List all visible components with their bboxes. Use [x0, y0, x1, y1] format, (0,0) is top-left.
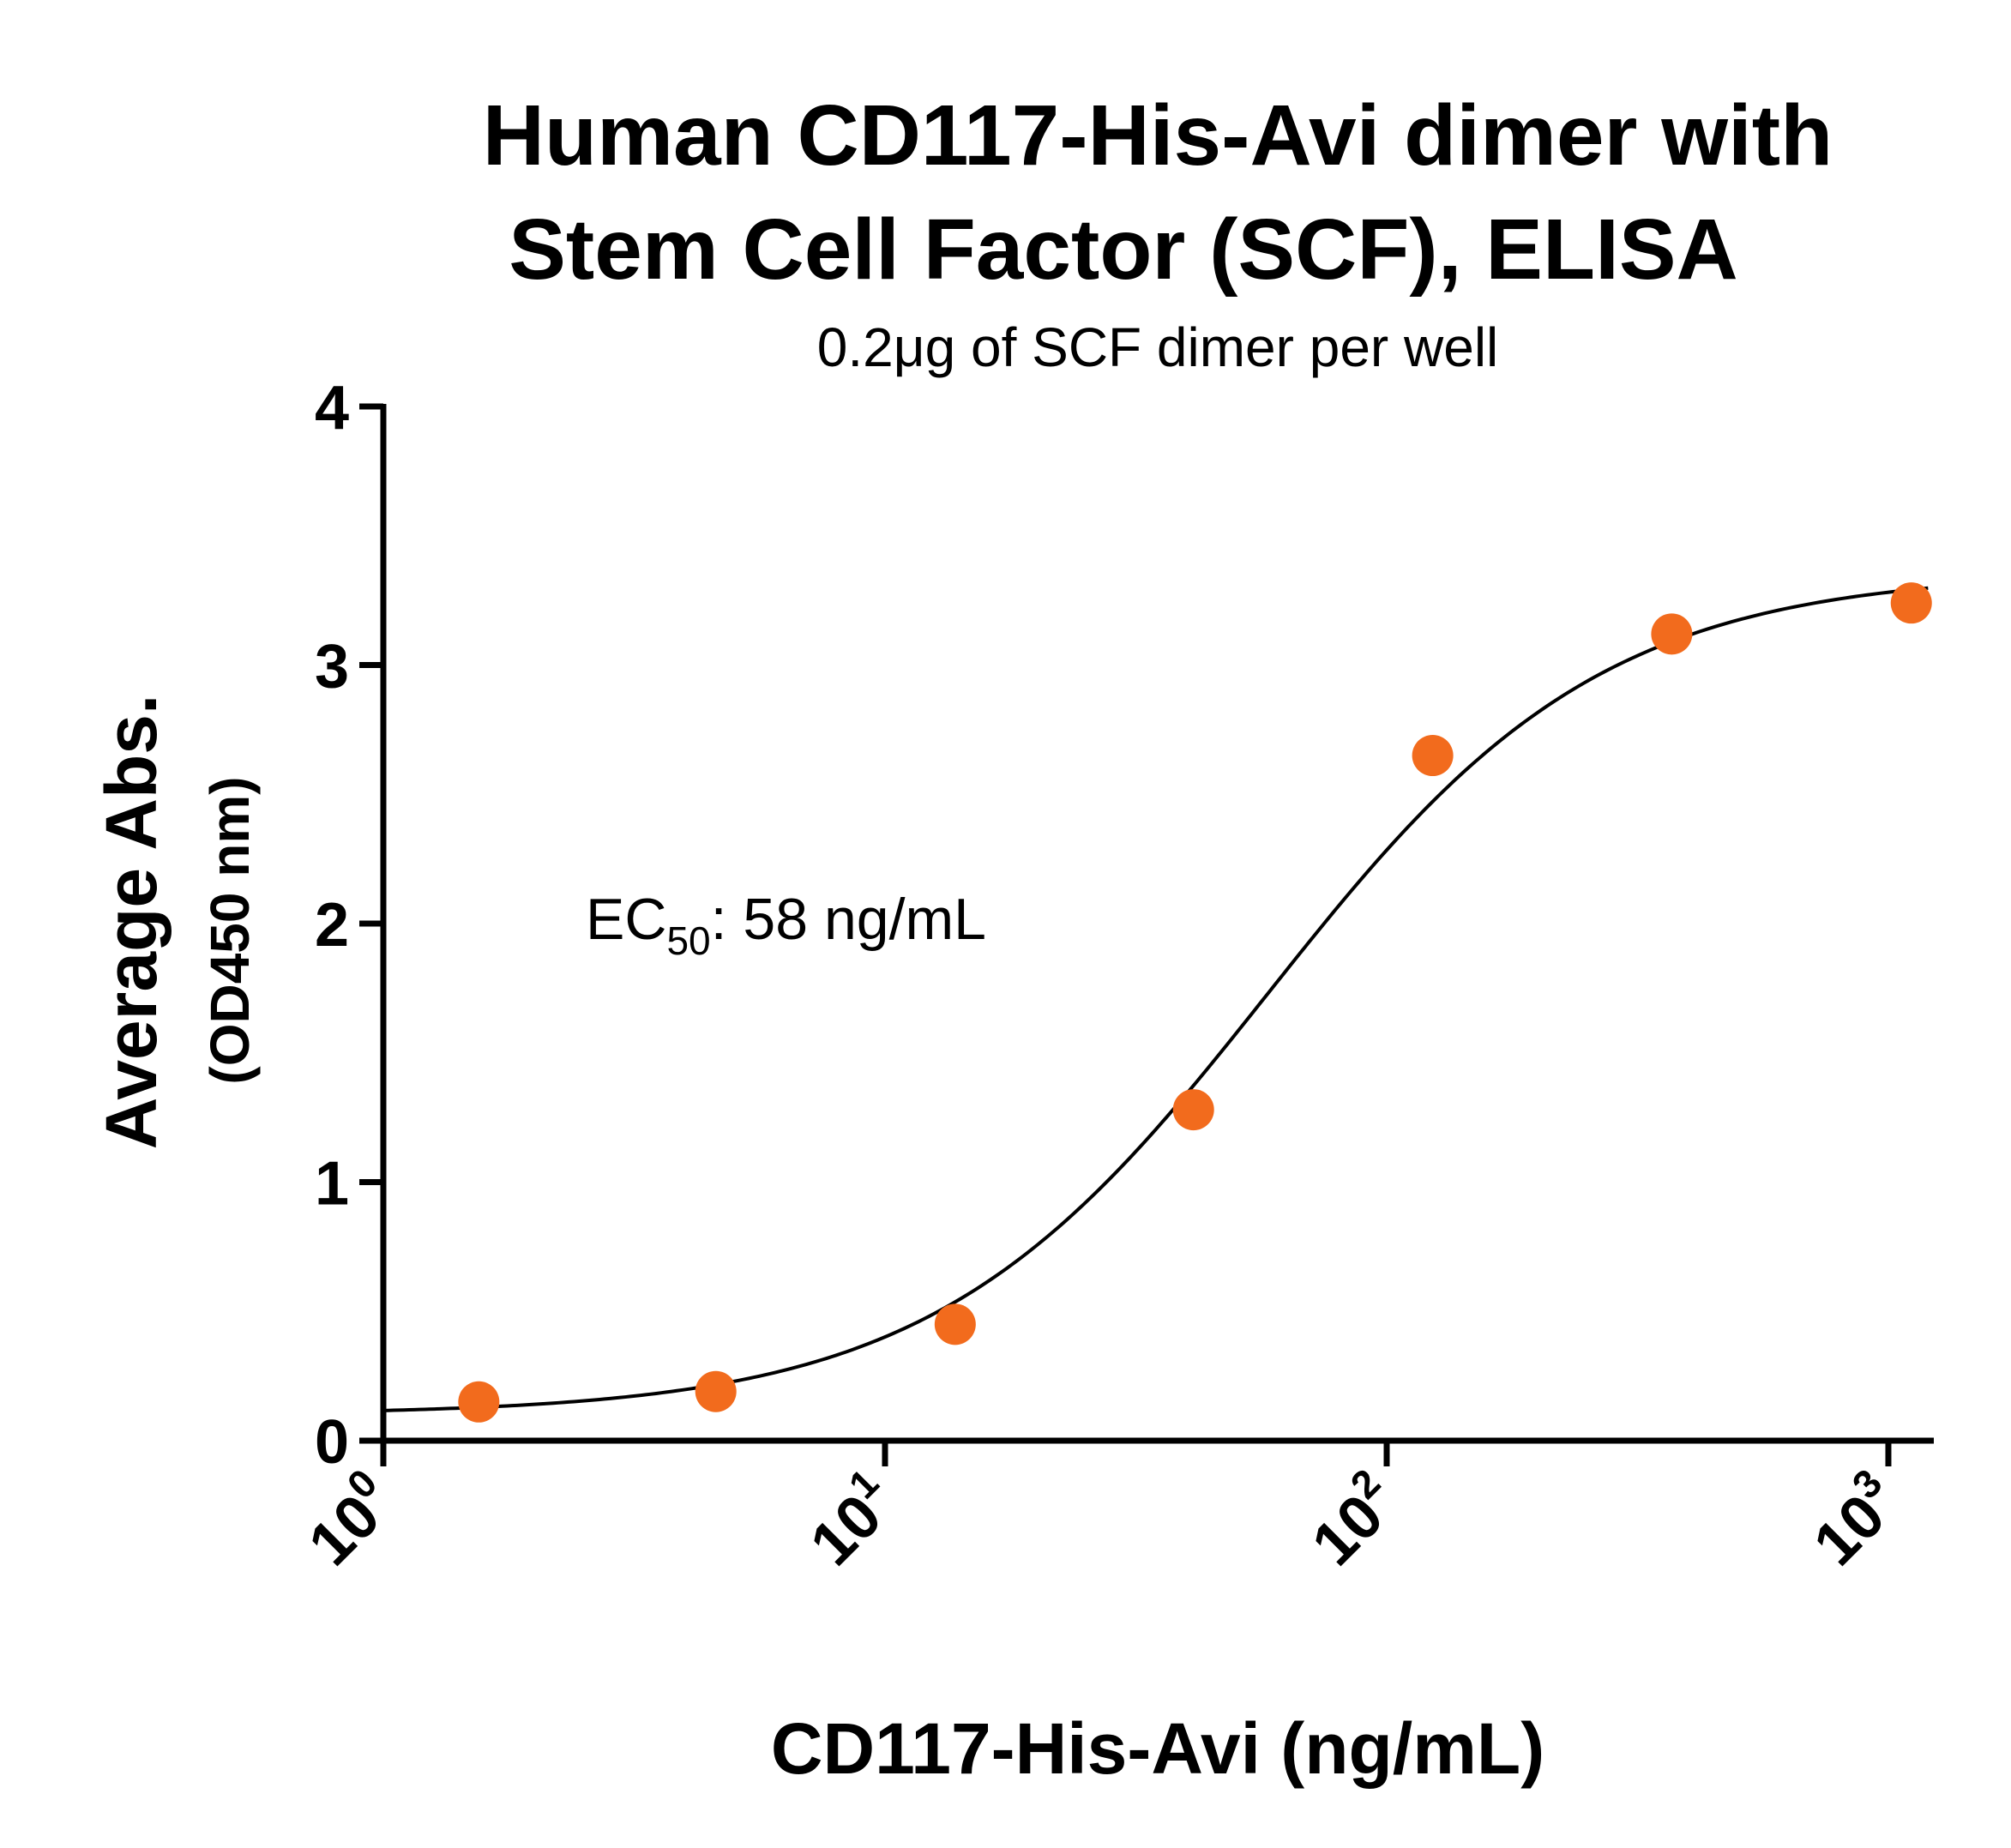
x-tick-label: 100 [290, 1460, 408, 1579]
y-tick-label: 4 [315, 374, 349, 442]
x-axis-label: CD117-His-Avi (ng/mL) [771, 1708, 1544, 1789]
y-tick-label: 2 [315, 891, 349, 960]
fit-curve [382, 586, 1929, 1412]
data-point [934, 1303, 976, 1345]
data-point [695, 1370, 737, 1412]
x-tick-label: 101 [792, 1460, 910, 1579]
y-tick-label: 1 [315, 1150, 349, 1219]
y-axis-label: Average Abs. [91, 695, 172, 1150]
data-point [1890, 582, 1932, 624]
chart-title-line1: Human CD117-His-Avi dimer with [483, 87, 1833, 184]
x-tick-label: 103 [1795, 1460, 1913, 1579]
ec50-subscript: 50 [666, 918, 710, 963]
y-axis-sublabel: (OD450 nm) [199, 776, 261, 1084]
fit-curve-layer [382, 586, 1929, 1412]
ec50-annotation: EC50: 58 ng/mL [586, 887, 986, 963]
points-layer [458, 582, 1932, 1423]
chart-title-line2: Stem Cell Factor (SCF), ELISA [509, 202, 1738, 298]
y-tick-label: 3 [315, 633, 349, 701]
axes: 0 1 2 3 4 100 101 102 103 [290, 374, 1934, 1579]
data-point [1172, 1089, 1214, 1131]
ec50-value: : 58 ng/mL [711, 887, 986, 952]
x-tick-label: 102 [1293, 1460, 1412, 1579]
chart-subtitle: 0.2μg of SCF dimer per well [817, 316, 1499, 378]
data-point [458, 1381, 500, 1423]
y-tick-label: 0 [315, 1408, 349, 1477]
data-point [1651, 613, 1693, 655]
data-point [1412, 735, 1454, 777]
ec50-prefix: EC [586, 887, 666, 952]
